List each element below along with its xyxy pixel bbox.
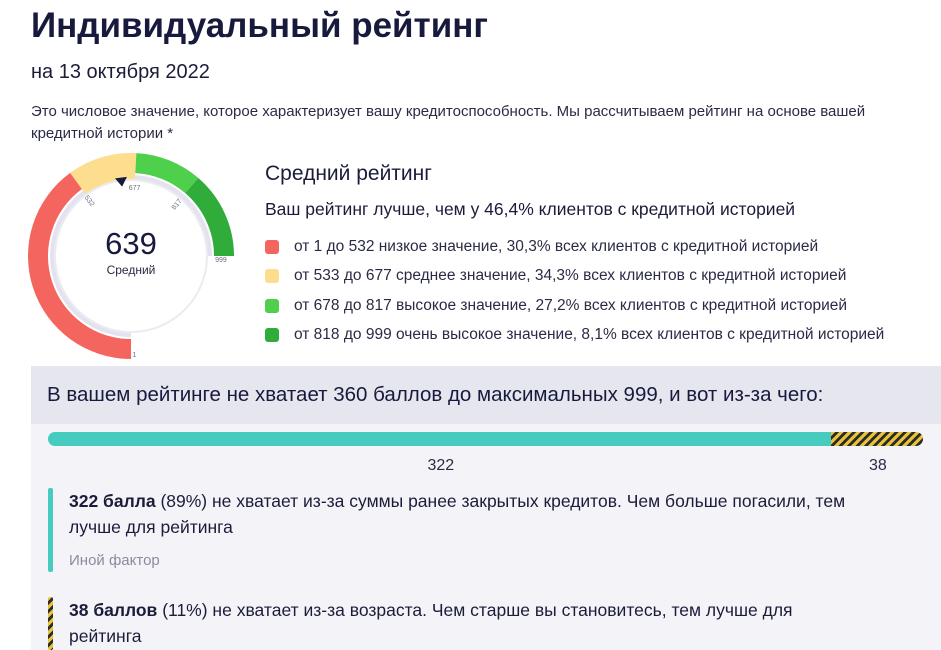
missing-points-bar-primary [48,432,831,446]
factor-stripe [48,597,53,650]
missing-points-header: В вашем рейтинге не хватает 360 баллов д… [31,366,941,424]
bar-value-primary: 322 [427,457,455,474]
bar-value-secondary: 38 [869,457,887,474]
legend-label-low: от 1 до 532 низкое значение, 30,3% всех … [294,237,819,255]
rating-category-title: Средний рейтинг [265,162,432,185]
gauge-segment-very-high [185,178,234,256]
legend-label-medium: от 533 до 677 среднее значение, 34,3% вс… [294,267,847,285]
rating-legend: от 1 до 532 низкое значение, 30,3% всех … [265,232,884,350]
legend-item-high: от 678 до 817 высокое значение, 27,2% вс… [265,291,884,321]
gauge-max-label: 999 [215,257,227,264]
legend-item-medium: от 533 до 677 среднее значение, 34,3% вс… [265,262,884,292]
missing-points-headline: В вашем рейтинге не хватает 360 баллов д… [47,383,824,406]
gauge-min-label: 1 [132,352,136,359]
gauge-segment-medium [70,153,137,194]
legend-item-very-high: от 818 до 999 очень высокое значение, 8,… [265,321,884,351]
factor-stripe [48,488,53,572]
factor-tag: Иной фактор [69,552,160,569]
missing-points-bar-secondary [831,432,923,446]
gauge-pointer-icon [115,176,127,187]
rating-date: на 13 октября 2022 [31,61,210,83]
factor-points: 322 балла [69,491,156,511]
gauge-segment-low [27,172,131,359]
gauge-tick-677: 677 [129,185,141,192]
gauge-inner-circle [54,179,208,333]
factor-text: 322 балла (89%) не хватает из-за суммы р… [69,488,899,540]
missing-points-bar [48,432,923,446]
page-title: Индивидуальный рейтинг [31,6,488,45]
factor-description: (89%) не хватает из-за суммы ранее закры… [69,491,846,537]
gauge-score-label: Средний [107,263,156,277]
legend-label-very-high: от 818 до 999 очень высокое значение, 8,… [294,326,885,344]
legend-label-high: от 678 до 817 высокое значение, 27,2% вс… [294,296,848,314]
factor-points: 38 баллов [69,600,158,620]
factor-text: 38 баллов (11%) не хватает из-за возраст… [69,597,829,649]
legend-swatch-very-high [265,328,279,343]
legend-swatch-medium [265,269,279,284]
factor-description: (11%) не хватает из-за возраста. Чем ста… [69,600,793,646]
legend-swatch-high [265,298,279,313]
rating-comparison: Ваш рейтинг лучше, чем у 46,4% клиентов … [265,199,796,219]
gauge-score: 639 [105,226,157,261]
gauge-segment-high [135,153,199,194]
legend-item-low: от 1 до 532 низкое значение, 30,3% всех … [265,232,884,262]
legend-swatch-low [265,239,279,254]
rating-description: Это числовое значение, которое характери… [31,103,866,142]
